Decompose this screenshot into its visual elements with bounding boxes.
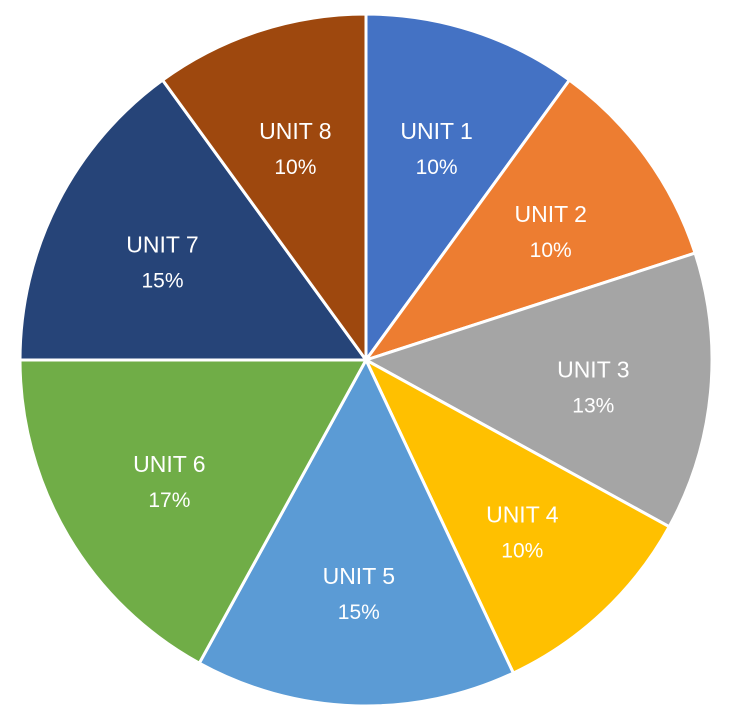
slice-label-unit-1: UNIT 1 [400, 118, 472, 144]
slice-label-unit-5: UNIT 5 [323, 563, 395, 589]
pie-slice-unit-4 [364, 358, 671, 675]
pie-slice-unit-1 [364, 12, 571, 362]
pie-slices [18, 12, 714, 708]
pie-slice-unit-6 [18, 358, 368, 665]
slice-percent-unit-1: 10% [416, 156, 458, 179]
slice-label-unit-3: UNIT 3 [557, 357, 629, 383]
slice-label-unit-7: UNIT 7 [126, 231, 198, 257]
slice-percent-unit-3: 13% [572, 395, 614, 418]
slice-percent-unit-2: 10% [530, 239, 572, 262]
pie-slice-unit-3 [364, 251, 714, 529]
slice-percent-unit-6: 17% [148, 489, 190, 512]
pie-slice-unit-8 [161, 12, 368, 362]
pie-slice-unit-2 [364, 78, 697, 362]
slice-percent-unit-8: 10% [274, 156, 316, 179]
pie-labels: UNIT 1 10% UNIT 2 10% UNIT 3 13% UNIT 4 10% UNIT… [126, 118, 629, 624]
pie-slice-unit-7 [18, 78, 368, 362]
slice-percent-unit-4: 10% [501, 540, 543, 563]
slice-label-unit-6: UNIT 6 [133, 451, 205, 477]
pie-slice-unit-5 [197, 358, 515, 708]
slice-percent-unit-7: 15% [141, 269, 183, 292]
slice-percent-unit-5: 15% [338, 601, 380, 624]
slice-label-unit-2: UNIT 2 [514, 201, 586, 227]
slice-label-unit-4: UNIT 4 [486, 502, 559, 528]
slice-label-unit-8: UNIT 8 [259, 118, 331, 144]
